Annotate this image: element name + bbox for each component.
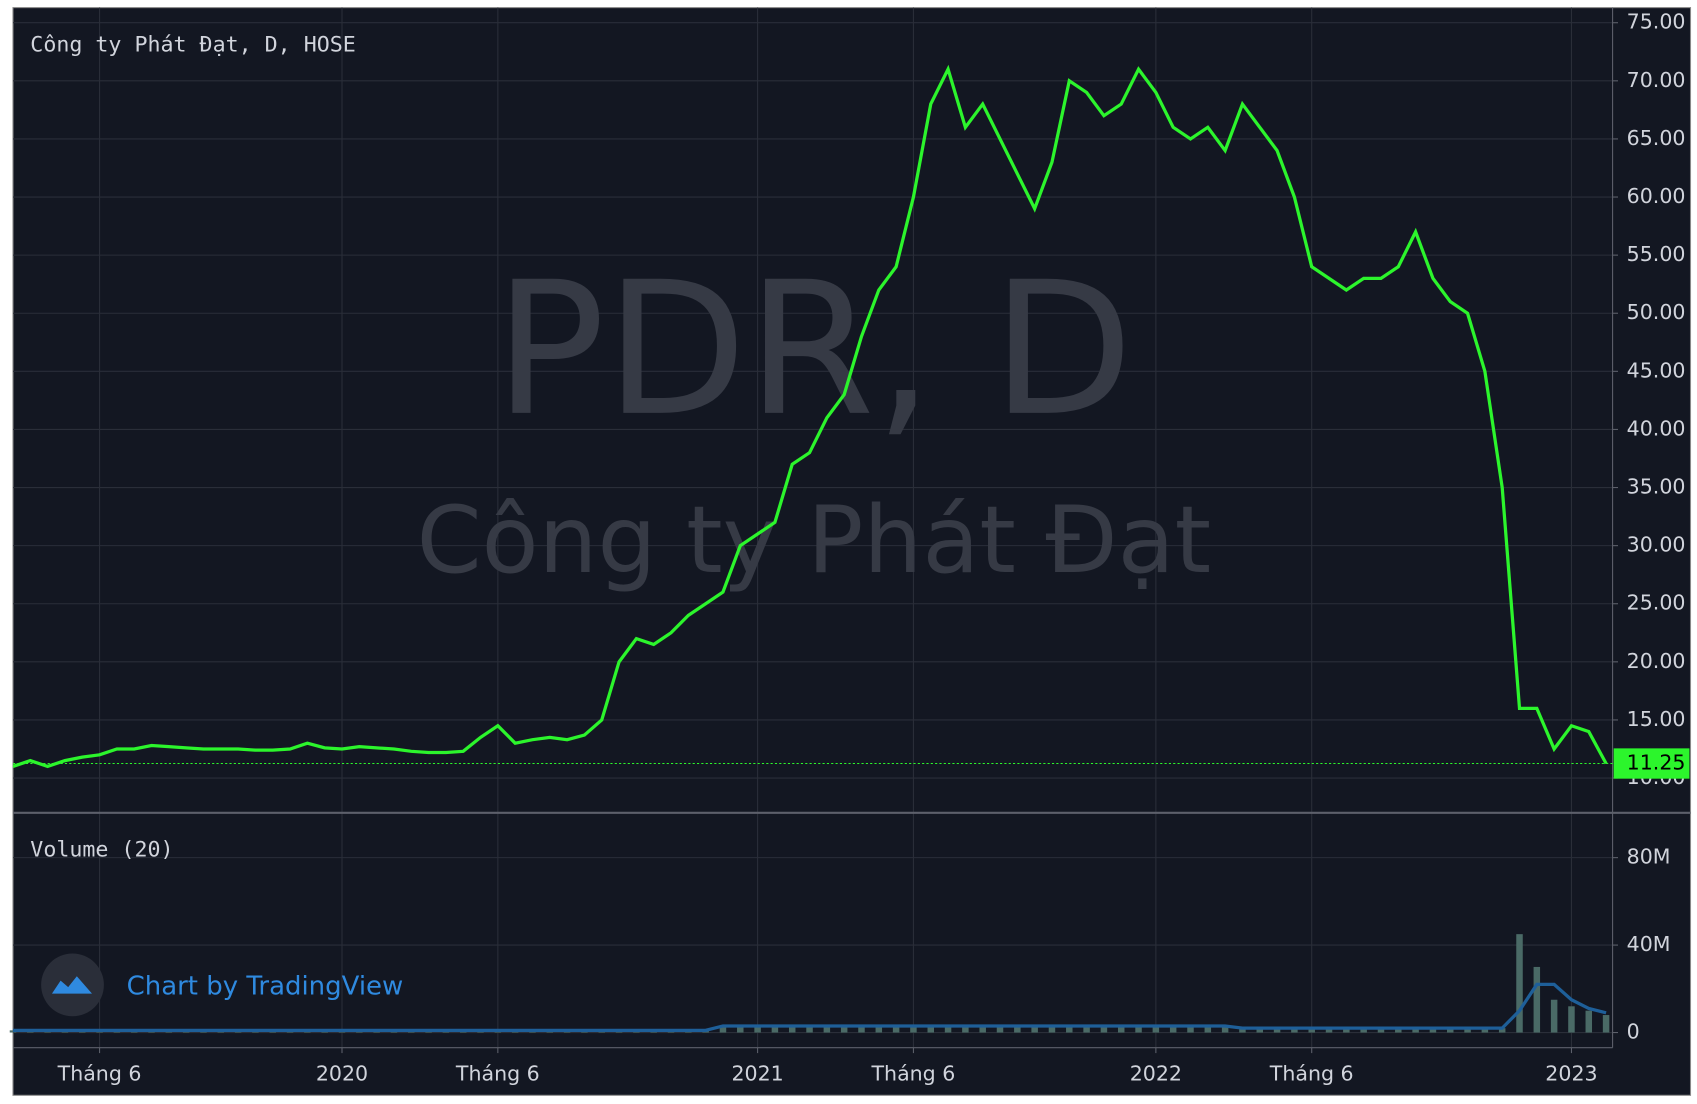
volume-bar [1602,1015,1610,1033]
x-tick-label: Tháng 6 [455,1062,540,1086]
y-tick-label: 45.00 [1627,358,1686,382]
volume-bar [979,1025,986,1033]
volume-bar [1031,1025,1038,1033]
grid [12,7,1613,1048]
volume-bar [944,1025,952,1033]
volume-bar [1377,1028,1385,1033]
y-tick-label: 0 [1627,1020,1640,1044]
volume-bar [806,1025,813,1033]
volume-bar [754,1025,761,1033]
volume-bar [1533,966,1541,1033]
volume-bar [719,1025,727,1033]
volume-bar [858,1025,865,1033]
y-tick-label: 70.00 [1627,68,1686,92]
y-tick-label: 15.00 [1627,707,1686,731]
last-price-label: 11.25 [1627,751,1686,775]
volume-bar [1325,1028,1333,1033]
y-tick-label: 80M [1627,845,1671,869]
volume-bar [1066,1025,1073,1033]
volume-bar [1256,1028,1264,1033]
y-tick-label: 35.00 [1627,475,1686,499]
watermark: PDR, D [494,243,1133,457]
volume-bar [737,1025,744,1033]
x-tick-label: Tháng 6 [57,1062,142,1086]
price-line [12,64,1608,769]
x-tick-label: 2022 [1130,1062,1182,1086]
y-tick-label: 40.00 [1627,416,1686,440]
y-tick-label: 50.00 [1627,300,1686,324]
volume-bar [1343,1028,1350,1033]
volume-bar [840,1025,848,1033]
x-tick-label: Tháng 6 [1269,1062,1354,1086]
volume-bar [910,1025,917,1033]
volume-bar [788,1025,796,1033]
x-tick-label: Tháng 6 [871,1062,956,1086]
y-tick-label: 20.00 [1627,649,1686,673]
volume-bar [1048,1025,1056,1033]
volume-bar [962,1025,969,1033]
volume-bar [1568,1006,1575,1033]
volume-bar [1291,1028,1298,1033]
volume-bar [1187,1025,1194,1033]
volume-bar [1100,1025,1108,1033]
tradingview-link[interactable]: Chart by TradingView [127,972,404,1002]
y-tick-label: 30.00 [1627,533,1686,557]
x-tick-label: 2023 [1545,1062,1597,1086]
volume-bar [927,1025,934,1033]
volume-bar [996,1025,1004,1033]
volume-bar [1550,999,1558,1033]
volume-bar [1395,1028,1402,1033]
volume-bar [892,1025,900,1033]
volume-bar [1083,1025,1090,1033]
volume-bar [1204,1025,1212,1033]
volume-bar [1152,1025,1160,1033]
volume-bar [1014,1025,1021,1033]
y-tick-label: 65.00 [1627,126,1686,150]
volume-bar [1135,1025,1142,1033]
volume-ma-line [12,982,1607,1032]
y-tick-label: 25.00 [1627,591,1686,615]
y-tick-label: 75.00 [1627,10,1686,34]
y-tick-label: 40M [1627,932,1671,956]
volume-bar [1117,1025,1125,1033]
volume-bar [1273,1028,1281,1033]
volume-bar [1239,1028,1246,1033]
volume-bar [1446,1028,1454,1033]
volume-bar [1498,1028,1506,1033]
volume-bar [1464,1028,1471,1033]
volume-bar [875,1025,883,1033]
legend-title: Công ty Phát Đạt, D, HOSE [30,32,355,57]
x-tick-label: 2021 [731,1062,783,1086]
logo-icon [51,976,92,994]
last-price-box [1613,748,1690,779]
volume-bar [1360,1028,1367,1033]
y-tick-label: 55.00 [1627,242,1686,266]
volume-bar [1585,1010,1593,1033]
volume-bar [1429,1028,1437,1033]
volume-bar [1169,1025,1177,1033]
x-tick-label: 2020 [316,1062,368,1086]
y-tick-label: 60.00 [1627,184,1686,208]
volume-bar [1412,1028,1419,1033]
volume-bar [1516,934,1523,1033]
volume-bar [1221,1025,1229,1033]
chart-background [12,7,1692,1096]
volume-bar [823,1025,831,1033]
volume-bar [1481,1028,1489,1033]
volume-bar [1308,1028,1315,1033]
volume-title: Volume (20) [30,838,173,863]
volume-bar [771,1025,779,1033]
watermark-subtitle: Công ty Phát Đạt [417,486,1212,594]
